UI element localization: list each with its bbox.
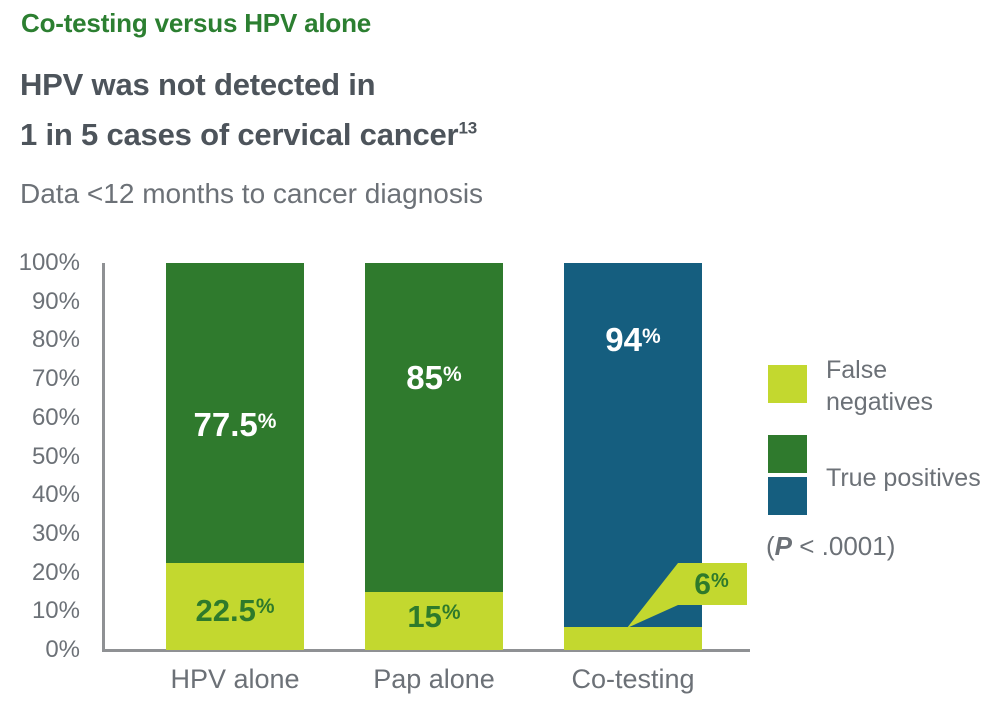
legend-swatch [768, 477, 807, 515]
reference-superscript: 13 [458, 118, 477, 138]
bar-value-label-true-positives: 94% [605, 321, 661, 358]
page-title: HPV was not detected in 1 in 5 cases of … [20, 60, 477, 160]
y-axis-tick-label: 80% [31, 326, 80, 354]
callout-flag-label: 6% [694, 568, 729, 601]
bar-value-label-true-positives: 77.5% [193, 406, 277, 443]
y-axis-tick-label: 10% [31, 597, 80, 625]
bar-segment-true-positives [166, 263, 304, 563]
legend-swatch [768, 365, 807, 403]
x-axis-category-label: HPV alone [170, 664, 300, 694]
x-axis-category-label: Pap alone [373, 664, 495, 694]
y-axis-line [102, 263, 105, 650]
bar-segment-false-negatives [365, 591, 503, 650]
y-axis-tick-label: 100% [18, 249, 80, 276]
bar-value-label-true-positives: 85% [406, 359, 462, 396]
y-axis-tick-label: 20% [31, 558, 80, 586]
eyebrow-title: Co-testing versus HPV alone [21, 8, 372, 38]
legend-swatch [768, 435, 807, 473]
bar-value-label-false-negatives: 15% [407, 599, 461, 634]
title-line-1: HPV was not detected in [20, 67, 376, 102]
p-value-note: (P < .0001) [766, 531, 896, 561]
legend-label: True positives [826, 464, 981, 492]
y-axis-tick-label: 70% [31, 365, 80, 393]
bar-segment-false-negatives [166, 562, 304, 650]
callout-flag-shape [627, 563, 747, 628]
legend-label: False negatives [826, 356, 934, 416]
bar-segment-false-negatives [564, 626, 702, 650]
y-axis-tick-label: 90% [31, 287, 80, 315]
y-axis-tick-label: 50% [31, 442, 80, 470]
x-axis-line [102, 649, 750, 652]
y-axis-tick-label: 40% [31, 481, 80, 509]
bar-value-label-false-negatives: 22.5% [195, 593, 275, 628]
y-axis-tick-label: 30% [31, 519, 80, 547]
chart-subtitle: Data <12 months to cancer diagnosis [20, 178, 484, 209]
x-axis-category-label: Co-testing [571, 664, 695, 694]
p-symbol: P [774, 531, 793, 561]
bar-segment-true-positives [365, 263, 503, 592]
y-axis-tick-label: 0% [45, 636, 80, 663]
y-axis-tick-label: 60% [31, 403, 80, 431]
title-line-2: 1 in 5 cases of cervical cancer [20, 117, 459, 152]
